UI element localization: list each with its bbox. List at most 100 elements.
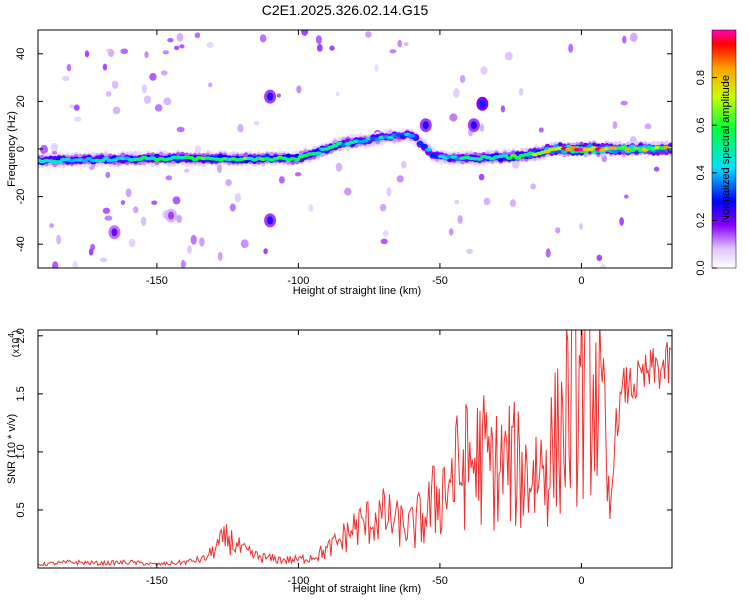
heatmap-speckle xyxy=(237,123,244,133)
heatmap-speckle xyxy=(199,237,205,247)
heatmap-ridge-cell xyxy=(314,151,322,155)
heatmap-ridge-cell xyxy=(514,156,522,160)
heatmap-speckle xyxy=(301,30,309,36)
heatmap-speckle xyxy=(144,51,149,59)
heatmap-speckle xyxy=(457,214,463,224)
heatmap-xtick-label: -150 xyxy=(146,275,168,287)
heatmap-speckle xyxy=(72,261,78,268)
heatmap-speckle xyxy=(396,175,404,183)
heatmap-speckle xyxy=(545,248,551,258)
heatmap-speckle xyxy=(379,203,387,212)
heatmap-speckle xyxy=(112,106,121,115)
heatmap-speckle xyxy=(240,239,249,249)
colorbar-ticks: 0.0 0.2 0.4 0.6 0.8 xyxy=(695,70,717,276)
heatmap-speckle xyxy=(619,217,624,226)
snr-ytick-label: 1.0 xyxy=(15,444,27,459)
heatmap-speckle xyxy=(225,179,232,187)
heatmap-speckle xyxy=(62,75,70,82)
snr-x-label: Height of straight line (km) xyxy=(293,583,421,595)
heatmap-xtick-label: 0 xyxy=(578,275,584,287)
heatmap-speckle xyxy=(99,257,108,263)
heatmap-speckle xyxy=(105,91,112,97)
colorbar-tick-label: 0.4 xyxy=(695,165,707,180)
snr-xtick-label: 0 xyxy=(578,575,584,587)
heatmap-speckle xyxy=(335,91,340,96)
heatmap-speckle xyxy=(84,50,90,58)
heatmap-ytick-label: -40 xyxy=(15,236,27,252)
heatmap-speckle xyxy=(190,234,197,245)
heatmap-speckle xyxy=(183,168,190,173)
colorbar-tick-label: 0.2 xyxy=(695,213,707,228)
heatmap-speckle xyxy=(125,188,132,198)
colorbar-tick-label: 0.8 xyxy=(695,70,707,85)
heatmap-speckle xyxy=(386,187,392,197)
heatmap-y-label: Frequency (Hz) xyxy=(6,111,18,187)
heatmap-speckle xyxy=(253,120,260,126)
heatmap-speckle xyxy=(259,34,267,43)
heatmap-speckle xyxy=(50,142,59,152)
heatmap-speckle xyxy=(504,51,513,61)
heatmap-speckle xyxy=(400,160,407,169)
heatmap-speckle xyxy=(459,75,466,84)
heatmap-speckle xyxy=(335,162,343,172)
colorbar-label: Normalized spectral amplitude xyxy=(720,75,732,223)
heatmap-blob-core xyxy=(168,211,175,220)
heatmap-ridge-cell xyxy=(386,135,394,140)
heatmap-speckle xyxy=(365,31,372,38)
heatmap-speckle xyxy=(40,144,48,155)
heatmap-speckle xyxy=(176,214,182,224)
heatmap-speckle xyxy=(154,104,163,112)
heatmap-ridge-cell xyxy=(399,135,407,139)
heatmap-speckle xyxy=(296,85,302,94)
heatmap-speckle xyxy=(187,245,192,254)
heatmap-speckle xyxy=(568,43,574,53)
heatmap-ridge-cell xyxy=(425,147,433,152)
snr-xtick-label: -100 xyxy=(287,575,309,587)
colorbar xyxy=(711,29,737,269)
heatmap-ridge-cell xyxy=(55,160,63,164)
heatmap-speckle xyxy=(612,121,618,129)
heatmap-speckle xyxy=(555,227,561,234)
heatmap-ridge-cell xyxy=(501,154,509,158)
heatmap-speckle xyxy=(217,164,222,173)
heatmap-ridge-cell xyxy=(331,143,339,148)
heatmap-speckle xyxy=(600,264,607,268)
heatmap-speckle xyxy=(263,248,268,255)
heatmap-speckle xyxy=(596,254,603,262)
heatmap-speckle xyxy=(380,238,388,245)
heatmap-ridge-cell xyxy=(416,141,424,146)
heatmap-blob-core xyxy=(111,228,118,237)
heatmap-blob-core xyxy=(470,121,477,130)
heatmap-speckle xyxy=(382,230,389,237)
heatmap-speckle xyxy=(107,48,115,58)
heatmap-speckle xyxy=(644,123,652,130)
heatmap-speckle xyxy=(180,259,186,268)
snr-x-ticks: -150 -100 -50 0 xyxy=(146,330,584,587)
heatmap-speckle xyxy=(194,145,202,154)
heatmap-ytick-label: 20 xyxy=(15,95,27,107)
heatmap-speckle xyxy=(374,64,379,72)
heatmap-speckle xyxy=(151,200,158,205)
heatmap-speckle xyxy=(174,45,180,51)
heatmap-speckle xyxy=(162,50,169,55)
heatmap-speckle xyxy=(88,248,94,256)
heatmap-speckle xyxy=(120,200,126,205)
heatmap-speckle xyxy=(480,66,488,75)
svg-text:(x104): (x104) xyxy=(7,330,22,357)
heatmap-ridge-cell xyxy=(505,156,513,160)
heatmap-x-label: Height of straight line (km) xyxy=(293,285,421,297)
heatmap-speckle xyxy=(176,32,184,42)
heatmap-blob-core xyxy=(267,92,274,101)
heatmap-speckle xyxy=(538,127,544,133)
heatmap-speckle xyxy=(73,104,80,111)
heatmap-ridge-cell xyxy=(293,157,301,162)
heatmap-speckle xyxy=(172,196,181,205)
heatmap-x-ticks: -150 -100 -50 0 xyxy=(146,30,584,287)
snr-xtick-label: -150 xyxy=(146,575,168,587)
heatmap-speckle xyxy=(104,215,113,221)
heatmap-speckle xyxy=(530,183,536,190)
heatmap-speckle xyxy=(167,38,174,43)
heatmap-ytick-label: 0 xyxy=(15,146,27,152)
snr-frame xyxy=(37,329,673,569)
